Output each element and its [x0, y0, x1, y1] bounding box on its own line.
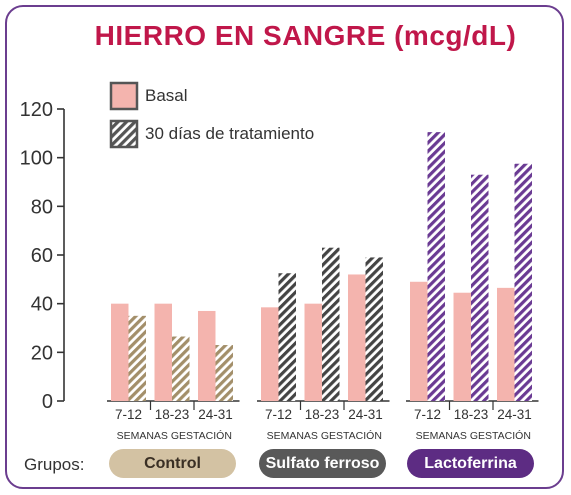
x-category-label: 7-12: [265, 407, 292, 422]
y-tick-label: 40: [31, 294, 53, 316]
bar-treatment: [427, 132, 445, 401]
y-tick-label: 0: [42, 391, 53, 413]
bar-basal: [497, 287, 515, 401]
bar-treatment: [215, 345, 233, 401]
chart-frame: [5, 5, 564, 489]
legend-basal-swatch: [109, 81, 139, 111]
bar-treatment: [172, 336, 190, 401]
legend: [109, 81, 139, 149]
x-category-label: 18-23: [454, 407, 489, 422]
bar-basal: [261, 307, 279, 401]
groups-label: Grupos:: [24, 455, 85, 474]
x-category-label: 18-23: [305, 407, 340, 422]
bar-basal: [304, 303, 322, 401]
chart-title: HIERRO EN SANGRE (mcg/dL): [94, 20, 517, 51]
bar-basal: [111, 303, 129, 401]
bar-treatment: [128, 315, 146, 401]
x-group-sublabel: SEMANAS GESTACIÓN: [416, 429, 531, 442]
x-category-label: 24-31: [348, 407, 383, 422]
group-lactoferrina-badge: Lactoferrina: [407, 449, 534, 478]
y-tick-label: 60: [31, 245, 53, 267]
y-axis: 0 20 40 60 80 100 120: [20, 99, 539, 413]
bar-basal: [198, 310, 216, 401]
bar-treatment: [322, 247, 340, 401]
bar-basal: [410, 281, 428, 401]
y-tick-label: 100: [20, 148, 53, 170]
legend-treatment-label: 30 días de tratamiento: [145, 124, 315, 143]
group-sulfato-badge: Sulfato ferroso: [259, 449, 386, 478]
legend-treatment-swatch: [109, 119, 139, 149]
x-category-label: 24-31: [497, 407, 532, 422]
bars: [111, 132, 532, 401]
x-group-sublabel: SEMANAS GESTACIÓN: [117, 429, 232, 442]
y-tick-label: 120: [20, 99, 53, 121]
bar-treatment: [365, 257, 383, 401]
y-tick-label: 20: [31, 342, 53, 364]
bar-basal: [453, 292, 471, 401]
x-category-label: 18-23: [155, 407, 190, 422]
bar-basal: [154, 303, 172, 401]
y-tick-label: 80: [31, 196, 53, 218]
x-category-label: 7-12: [414, 407, 441, 422]
x-group-sublabel: SEMANAS GESTACIÓN: [267, 429, 382, 442]
x-axis-labels: 7-12 18-23 24-31 SEMANAS GESTACIÓN 7-12 18-23…: [115, 401, 532, 442]
bar-treatment: [514, 163, 532, 401]
group-control-badge: Control: [109, 449, 236, 478]
bar-treatment: [278, 273, 296, 401]
x-category-label: 7-12: [115, 407, 142, 422]
legend-basal-label: Basal: [145, 86, 188, 105]
bar-basal: [348, 274, 366, 401]
bar-treatment: [471, 174, 489, 401]
x-category-label: 24-31: [198, 407, 233, 422]
